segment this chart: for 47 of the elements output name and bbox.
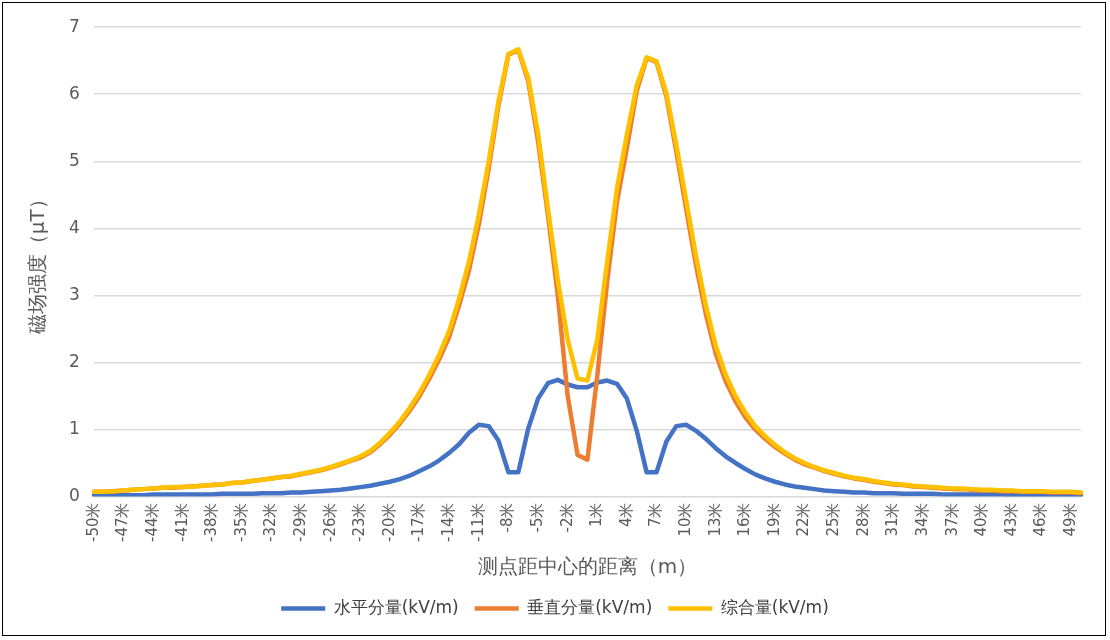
y-tick-label: 6	[68, 82, 80, 103]
x-tick-label: 37米	[942, 502, 961, 537]
y-axis-title: 磁场强度（μT）	[25, 189, 50, 336]
x-tick-label: -41米	[172, 502, 191, 542]
x-tick-label: -11米	[468, 502, 487, 542]
legend-label: 水平分量(kV/m)	[333, 596, 459, 617]
x-tick-label: 16米	[735, 502, 754, 537]
x-tick-label: -8米	[498, 502, 517, 533]
x-axis-title: 测点距中心的距离（m）	[477, 554, 698, 579]
x-tick-label: -38米	[202, 502, 221, 542]
x-tick-label: -17米	[409, 502, 428, 542]
x-tick-label: -23米	[350, 502, 369, 542]
x-tick-label: 43米	[1001, 502, 1020, 537]
y-tick-label: 5	[68, 149, 80, 170]
x-tick-label: 1米	[587, 502, 606, 528]
x-tick-label: -14米	[439, 502, 458, 542]
y-tick-label: 0	[68, 484, 80, 505]
x-tick-label: 13米	[705, 502, 724, 537]
x-tick-label: -26米	[320, 502, 339, 542]
y-tick-label: 3	[68, 283, 80, 304]
x-tick-label: -50米	[83, 502, 102, 542]
legend-label: 综合量(kV/m)	[720, 596, 829, 617]
y-tick-label: 2	[68, 350, 80, 371]
x-tick-label: 22米	[794, 502, 813, 537]
x-tick-label: -44米	[142, 502, 161, 542]
x-tick-label: 49米	[1061, 502, 1080, 537]
x-tick-label: 4米	[616, 502, 635, 528]
x-tick-label: 19米	[764, 502, 783, 537]
x-tick-label: -32米	[261, 502, 280, 542]
x-tick-label: -5米	[527, 502, 546, 533]
x-tick-label: -2米	[557, 502, 576, 533]
x-tick-label: 46米	[1031, 502, 1050, 537]
x-tick-label: 34米	[912, 502, 931, 537]
x-tick-label: 10米	[676, 502, 695, 537]
y-tick-label: 7	[68, 15, 80, 36]
x-tick-label: 7米	[646, 502, 665, 528]
x-tick-label: -47米	[113, 502, 132, 542]
y-tick-label: 1	[68, 417, 80, 438]
legend-label: 垂直分量(kV/m)	[527, 596, 653, 617]
x-tick-label: 31米	[883, 502, 902, 537]
x-tick-label: -20米	[379, 502, 398, 542]
y-tick-label: 4	[68, 216, 80, 237]
x-tick-label: 28米	[853, 502, 872, 537]
x-tick-label: -35米	[231, 502, 250, 542]
x-tick-label: 25米	[824, 502, 843, 537]
x-tick-label: -29米	[291, 502, 310, 542]
x-tick-label: 40米	[972, 502, 991, 537]
